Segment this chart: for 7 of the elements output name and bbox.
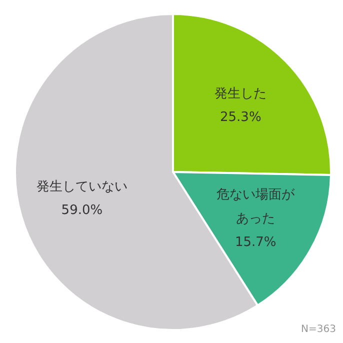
data-label: 59.0% bbox=[61, 202, 103, 218]
data-label: 15.7% bbox=[234, 234, 276, 250]
text: N=363 bbox=[301, 324, 336, 335]
slice-label: 発生していない bbox=[36, 178, 128, 194]
slice-label: 危ない場面があった bbox=[216, 186, 296, 226]
data-label: 25.3% bbox=[220, 110, 262, 126]
slice-label: 発生した bbox=[214, 86, 267, 102]
